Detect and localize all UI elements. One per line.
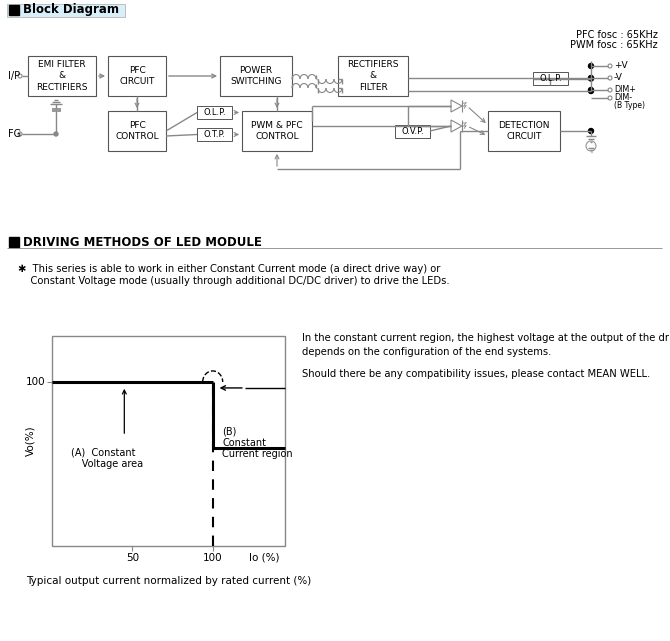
FancyBboxPatch shape: [338, 56, 408, 96]
FancyBboxPatch shape: [488, 111, 560, 151]
Circle shape: [588, 76, 594, 81]
Text: (A)  Constant
      Voltage area: (A) Constant Voltage area: [64, 447, 143, 469]
Text: O.L.P.: O.L.P.: [203, 108, 226, 117]
Text: Typical output current normalized by rated current (%): Typical output current normalized by rat…: [26, 576, 311, 586]
Text: 100: 100: [203, 553, 222, 563]
Circle shape: [588, 63, 594, 69]
Text: PWM & PFC
CONTROL: PWM & PFC CONTROL: [251, 121, 303, 142]
FancyBboxPatch shape: [242, 111, 312, 151]
Text: RECTIFIERS
&
FILTER: RECTIFIERS & FILTER: [347, 60, 399, 92]
Text: PFC
CONTROL: PFC CONTROL: [115, 121, 159, 142]
Text: DIM+: DIM+: [614, 85, 636, 94]
Text: O.L.P.: O.L.P.: [539, 74, 562, 83]
Bar: [9, 237, 19, 247]
Text: O.T.P.: O.T.P.: [204, 130, 226, 139]
Text: PFC
CIRCUIT: PFC CIRCUIT: [119, 65, 155, 87]
Text: -V: -V: [614, 74, 623, 83]
FancyBboxPatch shape: [220, 56, 292, 96]
Text: (B)
Constant
Current region: (B) Constant Current region: [222, 426, 293, 460]
Text: POWER
SWITCHING: POWER SWITCHING: [230, 65, 282, 87]
Text: Constant Voltage mode (usually through additional DC/DC driver) to drive the LED: Constant Voltage mode (usually through a…: [18, 276, 450, 286]
Text: Vo(%): Vo(%): [25, 426, 35, 456]
FancyBboxPatch shape: [108, 111, 166, 151]
FancyBboxPatch shape: [197, 128, 232, 141]
Bar: [9, 5, 19, 15]
FancyBboxPatch shape: [7, 4, 125, 17]
Text: I/P: I/P: [8, 71, 20, 81]
FancyBboxPatch shape: [52, 336, 285, 546]
Circle shape: [588, 76, 594, 81]
Text: FG: FG: [8, 129, 21, 139]
Text: 50: 50: [126, 553, 139, 563]
Circle shape: [588, 128, 594, 133]
Polygon shape: [451, 120, 462, 132]
FancyBboxPatch shape: [108, 56, 166, 96]
Text: Io (%): Io (%): [249, 553, 279, 563]
Text: +V: +V: [614, 62, 628, 71]
Text: (B Type): (B Type): [614, 101, 645, 110]
Text: DIM-: DIM-: [614, 94, 632, 103]
Text: In the constant current region, the highest voltage at the output of the driver: In the constant current region, the high…: [302, 333, 670, 343]
Text: DETECTION
CIRCUIT: DETECTION CIRCUIT: [498, 121, 550, 142]
FancyBboxPatch shape: [28, 56, 96, 96]
FancyBboxPatch shape: [197, 106, 232, 119]
Circle shape: [54, 132, 58, 136]
Text: O.V.P.: O.V.P.: [401, 127, 424, 136]
Text: ✱  This series is able to work in either Constant Current mode (a direct drive w: ✱ This series is able to work in either …: [18, 264, 440, 274]
Text: 100: 100: [25, 377, 45, 387]
Polygon shape: [451, 100, 462, 112]
Text: Block Diagram: Block Diagram: [23, 3, 119, 17]
Text: depends on the configuration of the end systems.: depends on the configuration of the end …: [302, 347, 551, 357]
Text: DRIVING METHODS OF LED MODULE: DRIVING METHODS OF LED MODULE: [23, 235, 262, 249]
Text: Should there be any compatibility issues, please contact MEAN WELL.: Should there be any compatibility issues…: [302, 369, 651, 379]
FancyBboxPatch shape: [533, 72, 568, 85]
Text: PWM fosc : 65KHz: PWM fosc : 65KHz: [570, 40, 658, 50]
FancyBboxPatch shape: [395, 125, 430, 138]
Text: PFC fosc : 65KHz: PFC fosc : 65KHz: [576, 30, 658, 40]
Circle shape: [588, 88, 594, 92]
Text: EMI FILTER
&
RECTIFIERS: EMI FILTER & RECTIFIERS: [36, 60, 88, 92]
Circle shape: [588, 88, 594, 94]
